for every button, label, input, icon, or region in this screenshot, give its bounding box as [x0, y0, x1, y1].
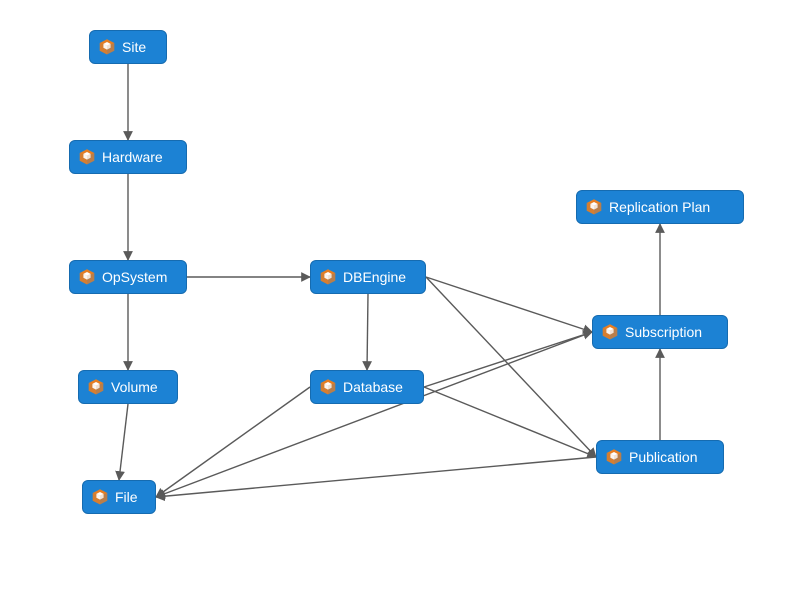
- node-replication[interactable]: Replication Plan: [576, 190, 744, 224]
- diagram-canvas: Site Hardware OpSystem Volume: [0, 0, 797, 593]
- entity-icon: [605, 448, 623, 466]
- entity-icon: [319, 268, 337, 286]
- edge-publication-file: [156, 457, 596, 497]
- edge-database-subscription: [424, 332, 592, 387]
- entity-icon: [87, 378, 105, 396]
- entity-icon: [585, 198, 603, 216]
- entity-icon: [78, 148, 96, 166]
- entity-icon: [78, 268, 96, 286]
- entity-icon: [98, 38, 116, 56]
- node-label: Database: [343, 380, 403, 394]
- entity-icon: [91, 488, 109, 506]
- node-publication[interactable]: Publication: [596, 440, 724, 474]
- node-label: Publication: [629, 450, 698, 464]
- node-label: Subscription: [625, 325, 702, 339]
- node-site[interactable]: Site: [89, 30, 167, 64]
- node-label: Replication Plan: [609, 200, 710, 214]
- edge-database-publication: [424, 387, 596, 457]
- edge-volume-file: [119, 404, 128, 480]
- node-label: OpSystem: [102, 270, 167, 284]
- node-file[interactable]: File: [82, 480, 156, 514]
- node-label: File: [115, 490, 138, 504]
- edge-subscription-file: [156, 332, 592, 497]
- node-label: Volume: [111, 380, 158, 394]
- edge-dbengine-database: [367, 294, 368, 370]
- node-label: Site: [122, 40, 146, 54]
- edge-dbengine-publication: [426, 277, 596, 457]
- edge-database-file: [156, 387, 310, 497]
- node-hardware[interactable]: Hardware: [69, 140, 187, 174]
- node-label: Hardware: [102, 150, 163, 164]
- entity-icon: [601, 323, 619, 341]
- node-database[interactable]: Database: [310, 370, 424, 404]
- node-volume[interactable]: Volume: [78, 370, 178, 404]
- node-label: DBEngine: [343, 270, 406, 284]
- entity-icon: [319, 378, 337, 396]
- node-dbengine[interactable]: DBEngine: [310, 260, 426, 294]
- node-opsystem[interactable]: OpSystem: [69, 260, 187, 294]
- node-subscription[interactable]: Subscription: [592, 315, 728, 349]
- edge-dbengine-subscription: [426, 277, 592, 332]
